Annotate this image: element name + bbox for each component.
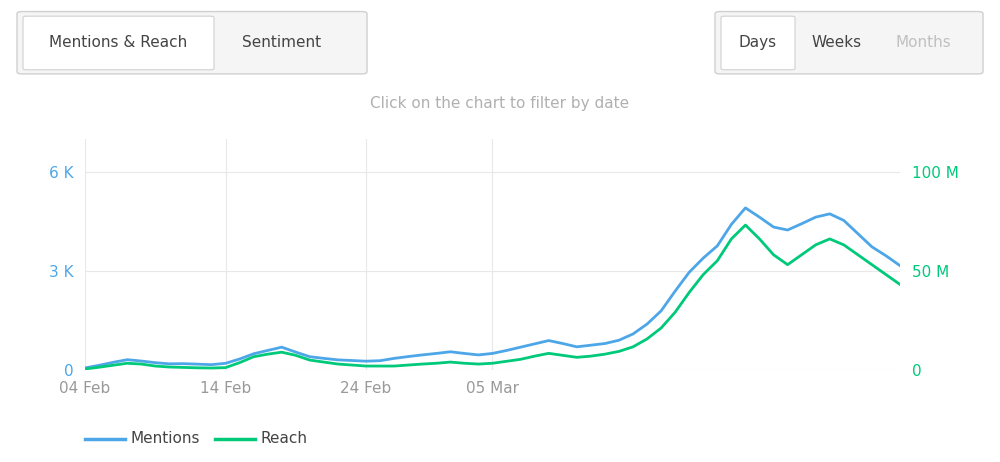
Text: Mentions & Reach: Mentions & Reach	[49, 36, 188, 50]
Text: Months: Months	[896, 36, 951, 50]
Text: Weeks: Weeks	[811, 36, 862, 50]
Text: Sentiment: Sentiment	[242, 36, 321, 50]
Text: Days: Days	[739, 36, 777, 50]
Text: Click on the chart to filter by date: Click on the chart to filter by date	[370, 97, 630, 111]
Text: Mentions: Mentions	[130, 432, 200, 446]
Text: Reach: Reach	[260, 432, 307, 446]
